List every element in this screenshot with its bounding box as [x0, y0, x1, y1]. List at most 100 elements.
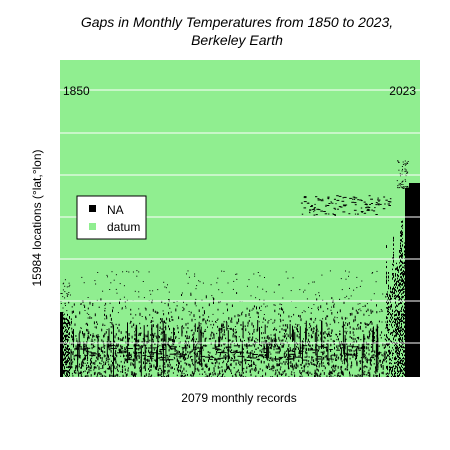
na-mark: [392, 268, 393, 271]
na-mark: [64, 313, 65, 315]
na-mark: [103, 354, 105, 358]
na-mark: [359, 303, 361, 305]
na-mark: [365, 326, 367, 329]
na-mark: [345, 332, 347, 335]
na-mark: [159, 345, 161, 347]
na-mark: [404, 330, 405, 333]
na-mark: [329, 374, 331, 376]
na-mark: [276, 364, 278, 367]
na-mark: [142, 338, 144, 340]
na-mark: [333, 198, 336, 200]
na-mark: [159, 365, 161, 367]
na-mark: [271, 343, 273, 347]
na-mark: [327, 361, 329, 364]
na-mark: [129, 358, 131, 360]
na-mark: [402, 261, 403, 265]
na-mark: [145, 317, 147, 319]
na-mark: [125, 350, 127, 354]
na-mark: [122, 374, 124, 377]
na-mark: [298, 347, 299, 350]
na-mark: [95, 359, 97, 362]
na-mark: [84, 355, 86, 357]
na-mark: [213, 369, 215, 373]
na-mark: [283, 329, 285, 331]
na-mark: [295, 307, 297, 308]
na-mark: [401, 302, 402, 304]
na-mark: [161, 331, 163, 333]
na-mark: [279, 362, 281, 364]
na-mark: [79, 311, 81, 315]
na-mark: [194, 323, 196, 332]
na-mark: [140, 369, 142, 373]
na-mark: [388, 284, 389, 288]
na-mark: [295, 362, 297, 366]
na-mark: [402, 244, 403, 247]
na-mark: [240, 374, 242, 377]
na-mark: [404, 160, 406, 162]
na-mark: [68, 360, 69, 362]
na-mark: [163, 281, 165, 283]
na-mark: [386, 279, 387, 283]
na-mark: [91, 317, 93, 319]
na-mark: [227, 330, 229, 362]
na-mark: [83, 341, 85, 354]
na-mark: [349, 373, 351, 377]
na-mark: [370, 203, 373, 204]
na-mark: [385, 327, 387, 329]
na-mark: [63, 345, 64, 349]
na-mark: [370, 357, 375, 359]
na-mark: [403, 308, 404, 312]
na-mark: [64, 303, 66, 305]
na-mark: [249, 333, 251, 335]
end-year-label: 2023: [389, 84, 416, 98]
na-mark: [266, 305, 268, 307]
na-mark: [256, 311, 258, 314]
na-mark: [64, 369, 65, 373]
na-mark: [288, 350, 292, 352]
na-mark: [183, 367, 185, 371]
na-mark: [337, 208, 339, 210]
na-mark: [114, 358, 115, 361]
na-mark: [329, 323, 331, 325]
na-mark: [157, 312, 159, 314]
na-mark: [368, 369, 370, 372]
na-mark: [212, 327, 213, 329]
na-mark: [192, 364, 194, 366]
na-mark: [353, 340, 355, 344]
na-mark: [69, 321, 70, 325]
na-mark: [144, 368, 146, 372]
na-mark: [346, 359, 347, 362]
na-mark: [354, 213, 357, 215]
na-mark: [92, 343, 94, 346]
na-mark: [360, 322, 361, 324]
na-mark: [407, 186, 409, 188]
na-mark: [392, 309, 393, 313]
na-mark: [150, 293, 152, 295]
na-mark: [212, 356, 215, 358]
na-mark: [268, 346, 270, 359]
na-mark: [185, 323, 187, 326]
na-mark: [288, 376, 290, 377]
na-mark: [318, 209, 321, 211]
na-mark: [258, 355, 262, 357]
na-mark: [371, 272, 373, 274]
na-mark: [234, 335, 236, 338]
na-mark: [372, 210, 376, 212]
na-mark: [80, 374, 82, 377]
na-mark: [230, 370, 232, 373]
na-mark: [363, 350, 365, 352]
na-mark: [179, 362, 180, 365]
na-mark: [257, 315, 259, 318]
na-mark: [275, 351, 277, 354]
na-mark: [89, 354, 94, 356]
na-mark: [125, 374, 127, 377]
na-mark: [400, 337, 401, 340]
na-mark: [75, 365, 77, 368]
na-mark: [314, 332, 316, 342]
na-mark: [288, 355, 290, 357]
na-mark: [349, 331, 351, 334]
na-mark: [292, 349, 294, 351]
na-mark: [245, 376, 247, 377]
na-mark: [108, 355, 109, 358]
na-mark: [110, 370, 112, 373]
